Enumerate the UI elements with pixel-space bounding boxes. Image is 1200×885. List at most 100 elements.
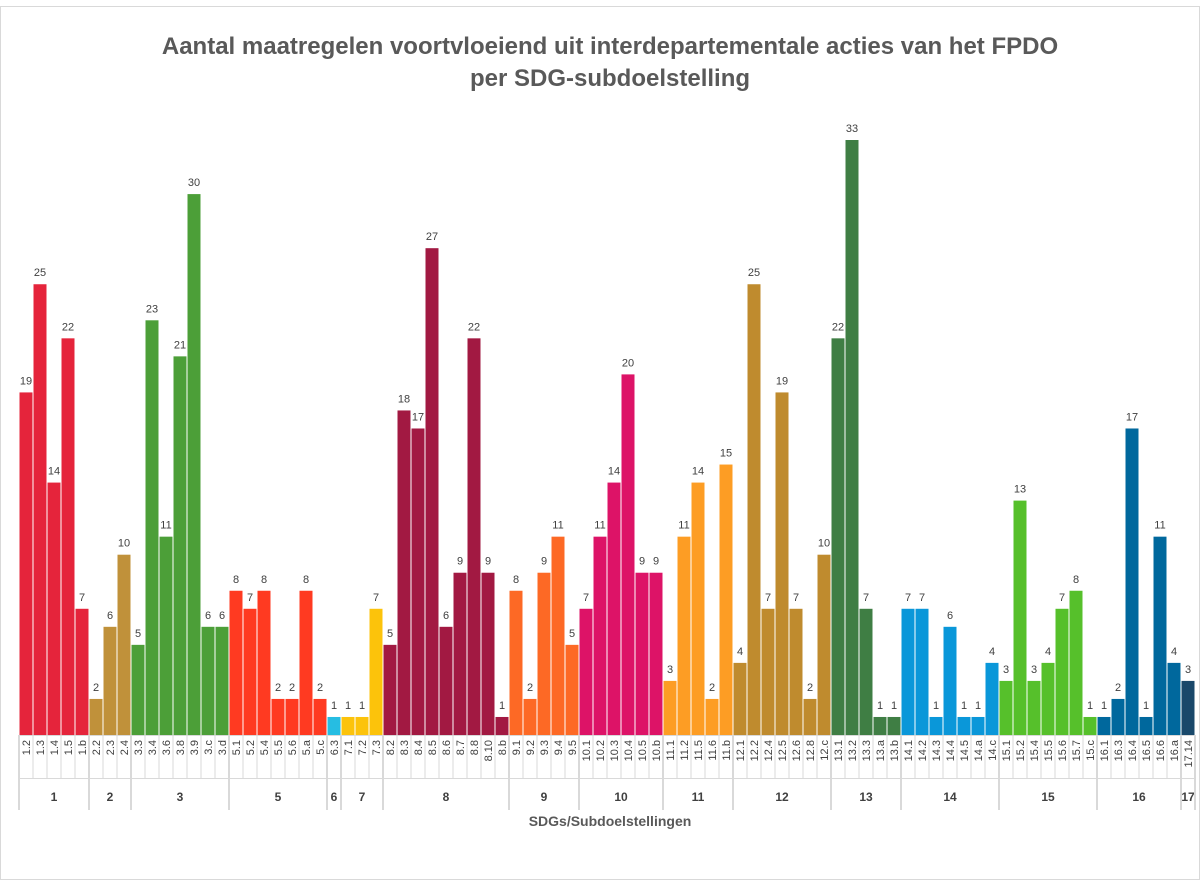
x-tick-label: 16.1 bbox=[1099, 740, 1111, 761]
group-label: 1 bbox=[51, 790, 58, 804]
value-label: 3 bbox=[1031, 664, 1037, 676]
value-label: 22 bbox=[468, 321, 480, 333]
x-tick-label: 13.a bbox=[875, 739, 887, 761]
x-tick-label: 10.4 bbox=[623, 740, 635, 761]
x-tick-label: 13.b bbox=[889, 740, 901, 761]
bar bbox=[803, 698, 817, 735]
bar bbox=[1125, 428, 1139, 735]
value-label: 1 bbox=[1101, 700, 1107, 712]
x-tick-label: 11.b bbox=[721, 740, 733, 761]
x-tick-label: 9.5 bbox=[567, 740, 579, 755]
x-tick-label: 5.1 bbox=[231, 740, 243, 755]
x-tick-label: 8.2 bbox=[385, 740, 397, 755]
bar bbox=[75, 608, 89, 735]
x-tick-label: 10.3 bbox=[609, 740, 621, 761]
value-label: 4 bbox=[1045, 646, 1051, 658]
bar bbox=[467, 338, 481, 735]
x-tick-label: 10.1 bbox=[581, 740, 593, 761]
value-label: 7 bbox=[79, 592, 85, 604]
bar bbox=[1041, 662, 1055, 735]
value-label: 1 bbox=[331, 700, 337, 712]
x-tick-label: 8.6 bbox=[441, 740, 453, 755]
x-tick-label: 14.2 bbox=[917, 740, 929, 761]
x-tick-label: 2.2 bbox=[91, 740, 103, 755]
value-label: 9 bbox=[653, 556, 659, 568]
x-tick-label: 11.2 bbox=[679, 740, 691, 761]
value-label: 6 bbox=[443, 610, 449, 622]
x-tick-label: 16.6 bbox=[1155, 740, 1167, 761]
bar bbox=[621, 374, 635, 735]
bar bbox=[509, 590, 523, 735]
bar bbox=[551, 536, 565, 735]
x-tick-label: 3.c bbox=[203, 740, 215, 755]
group-label: 8 bbox=[443, 790, 450, 804]
group-label: 10 bbox=[614, 790, 628, 804]
x-tick-label: 8.3 bbox=[399, 740, 411, 755]
value-label: 3 bbox=[1185, 664, 1191, 676]
x-tick-label: 14.3 bbox=[931, 740, 943, 761]
x-tick-label: 1.5 bbox=[63, 740, 75, 755]
value-label: 1 bbox=[499, 700, 505, 712]
x-tick-label: 1.2 bbox=[21, 740, 33, 755]
bar bbox=[999, 680, 1013, 735]
bar bbox=[733, 662, 747, 735]
x-tick-label: 14.a bbox=[973, 739, 985, 761]
bar bbox=[229, 590, 243, 735]
x-tick-label: 3.4 bbox=[147, 740, 159, 755]
value-label: 23 bbox=[146, 303, 158, 315]
x-tick-label: 9.1 bbox=[511, 740, 523, 755]
x-tick-label: 5.6 bbox=[287, 740, 299, 755]
bar bbox=[131, 644, 145, 735]
group-label: 3 bbox=[177, 790, 184, 804]
value-label: 1 bbox=[975, 700, 981, 712]
x-tick-label: 1.4 bbox=[49, 740, 61, 755]
value-label: 10 bbox=[818, 538, 830, 550]
value-label: 9 bbox=[541, 556, 547, 568]
bar bbox=[579, 608, 593, 735]
x-tick-label: 17.14 bbox=[1183, 740, 1195, 768]
value-label: 7 bbox=[863, 592, 869, 604]
x-tick-label: 12.6 bbox=[791, 740, 803, 761]
x-tick-label: 1.3 bbox=[35, 740, 47, 755]
group-label: 15 bbox=[1041, 790, 1055, 804]
value-label: 2 bbox=[289, 682, 295, 694]
x-tick-label: 7.3 bbox=[371, 740, 383, 755]
x-tick-label: 15.7 bbox=[1071, 740, 1083, 761]
x-tick-label: 3.9 bbox=[189, 740, 201, 755]
value-label: 4 bbox=[989, 646, 995, 658]
bar bbox=[383, 644, 397, 735]
x-tick-label: 7.1 bbox=[343, 740, 355, 755]
value-label: 8 bbox=[303, 574, 309, 586]
bar bbox=[271, 698, 285, 735]
bar bbox=[47, 482, 61, 735]
value-label: 27 bbox=[426, 231, 438, 243]
bar bbox=[1013, 500, 1027, 735]
bar bbox=[649, 572, 663, 735]
value-label: 7 bbox=[247, 592, 253, 604]
bar bbox=[481, 572, 495, 735]
x-tick-label: 6.3 bbox=[329, 740, 341, 755]
x-tick-label: 12.4 bbox=[763, 740, 775, 761]
value-label: 17 bbox=[1126, 411, 1138, 423]
group-label: 5 bbox=[275, 790, 282, 804]
bar bbox=[607, 482, 621, 735]
group-label: 14 bbox=[943, 790, 957, 804]
x-tick-label: 8.4 bbox=[413, 740, 425, 755]
value-label: 2 bbox=[317, 682, 323, 694]
value-label: 5 bbox=[387, 628, 393, 640]
x-tick-label: 1.b bbox=[77, 740, 89, 755]
bar bbox=[775, 392, 789, 735]
value-label: 8 bbox=[1073, 574, 1079, 586]
value-label: 19 bbox=[776, 375, 788, 387]
bar bbox=[145, 320, 159, 735]
x-tick-label: 12.5 bbox=[777, 740, 789, 761]
bar bbox=[915, 608, 929, 735]
bar bbox=[887, 716, 901, 735]
x-tick-label: 12.c bbox=[819, 740, 831, 761]
bar bbox=[285, 698, 299, 735]
value-label: 7 bbox=[905, 592, 911, 604]
group-label: 16 bbox=[1132, 790, 1146, 804]
x-tick-label: 8.b bbox=[497, 740, 509, 755]
x-tick-label: 16.4 bbox=[1127, 740, 1139, 761]
